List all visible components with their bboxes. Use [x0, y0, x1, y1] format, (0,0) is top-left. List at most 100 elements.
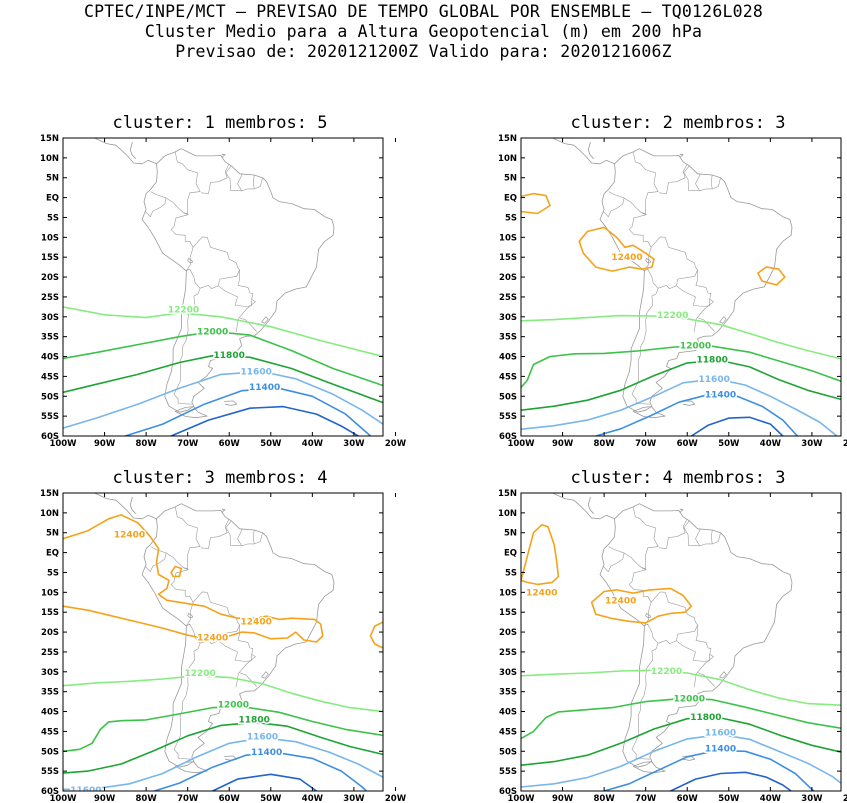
contour-11400 — [124, 387, 372, 436]
y-tick-label: 50S — [499, 747, 517, 757]
coastline — [93, 138, 157, 165]
y-tick-label: 5S — [47, 214, 59, 224]
country-border — [192, 236, 240, 289]
y-tick-label: 10S — [41, 233, 59, 243]
contour-11200 — [170, 405, 359, 436]
x-tick-label: 70W — [177, 794, 199, 803]
coastline — [221, 153, 226, 158]
coastline — [599, 503, 793, 768]
y-tick-label: 20S — [499, 628, 517, 638]
y-tick-label: 35S — [499, 688, 517, 698]
x-tick-label: 20W — [385, 794, 407, 803]
map-frame — [62, 492, 384, 792]
country-border — [632, 151, 659, 214]
coastline — [632, 761, 666, 774]
coastline — [587, 141, 594, 159]
country-border — [712, 177, 721, 190]
country-border — [676, 269, 712, 307]
lake-outline — [719, 671, 727, 679]
country-border — [200, 163, 230, 194]
y-tick-label: 45S — [41, 727, 59, 737]
contour-12200 — [521, 669, 841, 706]
lake-outline — [187, 612, 194, 619]
y-tick-label: 60S — [41, 432, 59, 442]
contour-label-11600: 11600 — [247, 733, 278, 743]
country-border — [712, 532, 721, 545]
contour-11400 — [153, 752, 368, 791]
y-tick-label: 10S — [499, 588, 517, 598]
x-tick-label: 40W — [302, 794, 324, 803]
x-tick-label: 90W — [552, 794, 574, 803]
map-panel-2: 12400 12200 12000 11800 11600 11400 15N 10N 5N EQ… — [498, 134, 847, 449]
contour-label-11400: 11400 — [705, 745, 736, 755]
lake-outline — [261, 316, 269, 324]
y-tick-label: 35S — [499, 333, 517, 343]
contour-12200 — [63, 675, 383, 713]
x-tick-label: 60W — [219, 794, 241, 803]
x-tick-label: 80W — [135, 794, 157, 803]
coastline — [221, 508, 226, 513]
country-border — [238, 654, 257, 687]
y-tick-label: EQ — [46, 549, 59, 559]
coastline — [679, 508, 684, 513]
x-tick-label: 80W — [135, 439, 157, 449]
contour-12200 — [63, 306, 383, 358]
panel-1-title: cluster: 1 membros: 5 — [112, 113, 328, 133]
country-border — [144, 546, 167, 573]
y-tick-label: 40S — [41, 708, 59, 718]
coastline — [551, 493, 615, 520]
contour-label-11800: 11800 — [697, 355, 728, 365]
country-border — [174, 506, 201, 569]
coastline — [174, 406, 208, 419]
y-tick-label: 10N — [498, 509, 517, 519]
country-border — [241, 529, 255, 547]
x-tick-label: 60W — [677, 439, 699, 449]
coastline — [129, 141, 136, 159]
lake-outline — [645, 612, 652, 619]
x-tick-label: 100W — [49, 794, 77, 803]
x-tick-label: 30W — [343, 439, 365, 449]
x-tick-label: 90W — [552, 439, 574, 449]
contour-12000 — [521, 345, 841, 389]
x-tick-label: 70W — [635, 439, 657, 449]
contour-label-11800: 11800 — [690, 713, 721, 723]
y-tick-label: 15N — [498, 489, 517, 499]
country-border — [254, 532, 263, 545]
y-tick-label: 50S — [41, 747, 59, 757]
contour-12400 — [369, 621, 383, 649]
y-tick-label: 15N — [40, 134, 59, 144]
contour-11200 — [669, 771, 792, 791]
y-tick-label: 25S — [41, 293, 59, 303]
contour-label-12400: 12400 — [526, 588, 557, 598]
coastline — [224, 400, 238, 406]
x-tick-label: 40W — [760, 794, 782, 803]
y-tick-label: 5N — [46, 529, 59, 539]
contour-label-12400: 12400 — [611, 253, 642, 263]
country-border — [235, 672, 239, 688]
y-tick-label: 30S — [499, 313, 517, 323]
panel-3-title: cluster: 3 membros: 4 — [112, 468, 328, 488]
country-border — [658, 163, 688, 194]
y-tick-label: 45S — [499, 727, 517, 737]
country-border — [173, 623, 201, 760]
y-tick-label: 40S — [499, 708, 517, 718]
country-border — [650, 236, 698, 289]
country-border — [144, 191, 167, 218]
x-tick-label: 50W — [260, 794, 282, 803]
coastline — [93, 493, 157, 520]
contour-label-11600: 11600 — [705, 729, 736, 739]
contour-label-12000: 12000 — [674, 694, 705, 704]
y-tick-label: 10S — [499, 233, 517, 243]
contour-label-12400: 12400 — [197, 634, 228, 644]
y-tick-label: 20S — [499, 273, 517, 283]
y-tick-label: 15S — [41, 608, 59, 618]
x-tick-label: 90W — [94, 439, 116, 449]
contour-label-11800: 11800 — [239, 716, 270, 726]
contour-12000 — [521, 698, 841, 740]
contour-12000 — [63, 330, 383, 387]
contour-label-12400: 12400 — [114, 531, 145, 541]
y-tick-label: 25S — [499, 648, 517, 658]
coastline — [589, 493, 591, 494]
y-tick-label: 10S — [41, 588, 59, 598]
x-tick-label: 40W — [302, 439, 324, 449]
